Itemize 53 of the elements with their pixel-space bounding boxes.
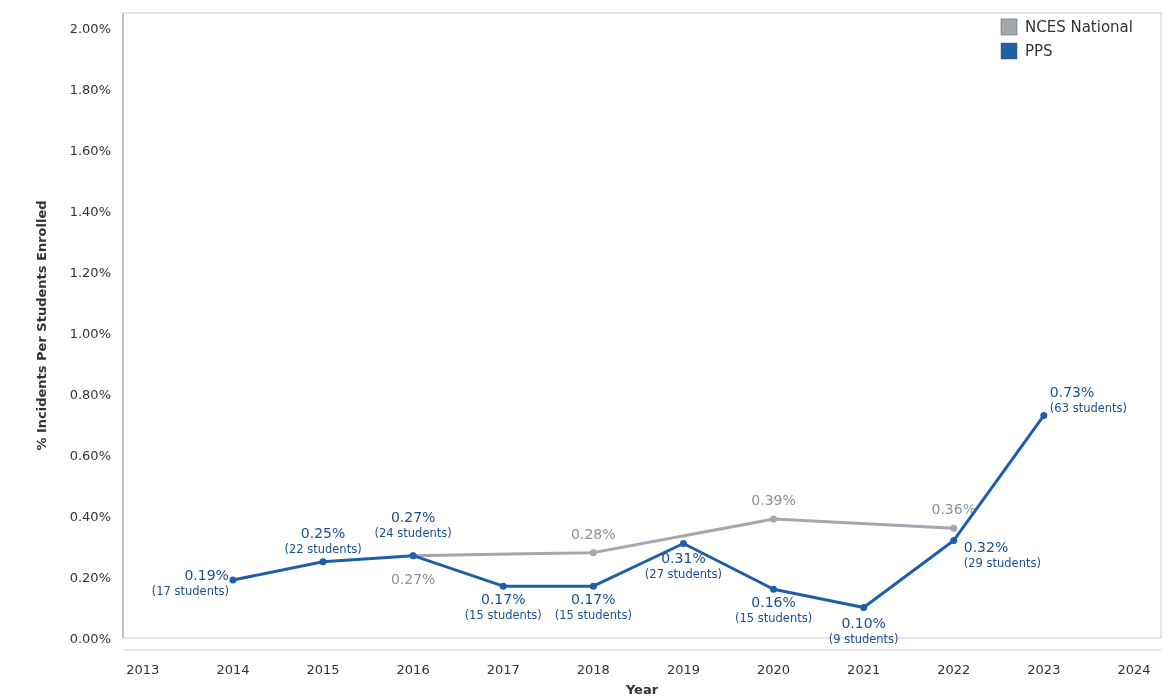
x-tick-label: 2022 [937,662,971,677]
legend-label: PPS [1025,42,1053,60]
x-tick-label: 2016 [396,662,430,677]
x-tick-label: 2015 [306,662,340,677]
y-tick-label: 0.20% [69,569,111,585]
x-tick-label: 2018 [576,662,610,677]
data-label: 0.28% [571,525,616,542]
y-tick-label: 1.20% [69,264,111,280]
data-label: 0.17% (15 students) [554,591,632,623]
y-tick-label: 0.60% [69,447,111,463]
data-label: 0.36% [931,501,976,518]
x-axis-title: Year [624,682,659,697]
point [950,536,958,544]
x-tick-label: 2024 [1117,662,1151,677]
data-label: 0.17% (15 students) [464,591,542,623]
x-tick-label: 2017 [486,662,520,677]
point [770,515,778,523]
point [319,558,327,566]
data-label: 0.32% (29 students) [963,539,1041,571]
data-label: 0.25% (22 students) [284,524,362,556]
data-label: 0.31% (27 students) [644,550,723,582]
data-label: 0.39% [751,492,796,509]
data-label: 0.73% (63 students) [1049,384,1128,416]
y-tick-label: 0.80% [69,386,111,402]
point [770,585,778,593]
x-tick-label: 2019 [666,662,700,677]
point [679,539,687,547]
data-label: 0.27% [390,570,436,587]
point [950,524,958,532]
legend-label: NCES National [1025,18,1133,36]
x-tick-label: 2023 [1027,662,1061,677]
y-axis-title: % Incidents Per Students Enrolled [34,200,49,451]
y-tick-label: 1.60% [69,142,111,158]
x-tick-label: 2014 [216,662,250,677]
point [589,549,597,557]
y-tick-label: 1.40% [69,203,111,219]
data-label: 0.16% (15 students) [734,594,813,626]
point [229,576,237,584]
data-label: 0.27% (24 students) [374,508,452,540]
y-tick-label: 0.00% [69,630,111,646]
y-tick-label: 1.00% [69,325,111,341]
point [499,582,507,590]
y-tick-label: 1.80% [69,81,111,97]
y-tick-label: 2.00% [69,20,111,36]
data-label: 0.19% (17 students) [151,567,229,599]
point [860,604,868,612]
x-tick-label: 2013 [126,662,160,677]
y-tick-label: 0.40% [69,508,111,524]
x-tick-label: 2021 [847,662,881,677]
data-label: 0.10% (9 students) [828,614,899,646]
point [589,582,597,590]
x-tick-label: 2020 [757,662,791,677]
point [1040,411,1048,419]
